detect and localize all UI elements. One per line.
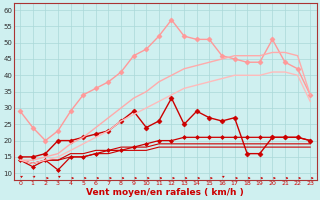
- X-axis label: Vent moyen/en rafales ( km/h ): Vent moyen/en rafales ( km/h ): [86, 188, 244, 197]
